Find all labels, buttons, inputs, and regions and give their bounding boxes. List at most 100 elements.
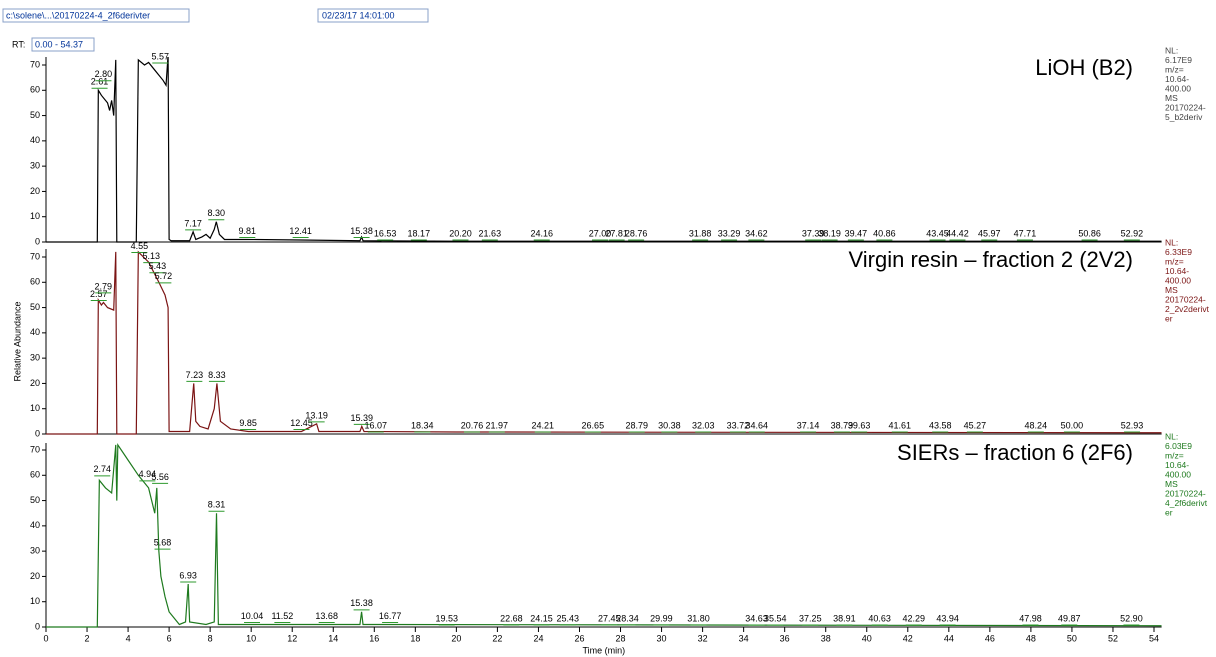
peak-label: 31.88 — [689, 228, 712, 238]
peak-label: 6.93 — [179, 570, 197, 580]
panel-info: 20170224- — [1165, 488, 1206, 498]
peak-label: 29.99 — [650, 613, 673, 623]
panel-info: m/z= — [1165, 256, 1184, 266]
x-tick-label: 42 — [903, 633, 913, 643]
peak-label: 37.25 — [799, 613, 822, 623]
peak-label: 21.63 — [479, 228, 502, 238]
x-tick-label: 22 — [492, 633, 502, 643]
y-tick-label: 10 — [30, 596, 40, 606]
x-tick-label: 16 — [369, 633, 379, 643]
peak-label: 24.21 — [531, 420, 554, 430]
peak-label: 25.43 — [557, 613, 580, 623]
peak-label: 50.86 — [1078, 228, 1101, 238]
y-tick-label: 40 — [30, 135, 40, 145]
y-tick-label: 70 — [30, 59, 40, 69]
peak-label: 12.41 — [289, 226, 312, 236]
peak-label: 19.53 — [435, 613, 458, 623]
peak-label: 50.00 — [1061, 420, 1084, 430]
panel-info: NL: — [1165, 237, 1178, 247]
x-tick-label: 54 — [1149, 633, 1159, 643]
peak-label: 28.79 — [625, 420, 648, 430]
x-tick-label: 8 — [208, 633, 213, 643]
peak-label: 33.29 — [718, 228, 741, 238]
peak-label: 34.63 — [745, 613, 768, 623]
peak-label: 48.24 — [1025, 420, 1048, 430]
y-tick-label: 20 — [30, 378, 40, 388]
peak-label: 30.38 — [658, 420, 681, 430]
panel-info: m/z= — [1165, 450, 1184, 460]
peak-label: 11.52 — [271, 611, 293, 621]
y-tick-label: 10 — [30, 211, 40, 221]
peak-label: 32.03 — [692, 420, 715, 430]
peak-label: 43.94 — [936, 613, 959, 623]
peak-label: 35.54 — [764, 613, 787, 623]
y-axis-label: Relative Abundance — [12, 301, 22, 381]
peak-label: 52.92 — [1121, 228, 1144, 238]
peak-label: 27.45 — [598, 613, 621, 623]
peak-label: 13.68 — [315, 611, 338, 621]
peak-label: 34.64 — [746, 420, 769, 430]
panel-title: Virgin resin – fraction 2 (2V2) — [848, 247, 1133, 272]
x-tick-label: 26 — [574, 633, 584, 643]
peak-label: 44.42 — [946, 228, 969, 238]
x-tick-label: 52 — [1108, 633, 1118, 643]
y-tick-label: 50 — [30, 302, 40, 312]
panel-info: 10.64- — [1165, 74, 1189, 84]
y-tick-label: 70 — [30, 444, 40, 454]
peak-label: 8.33 — [208, 370, 226, 380]
peak-label: 47.98 — [1019, 613, 1042, 623]
peak-label: 2.80 — [95, 69, 113, 79]
x-tick-label: 18 — [410, 633, 420, 643]
peak-label: 52.93 — [1121, 420, 1144, 430]
panel-info: NL: — [1165, 45, 1178, 55]
peak-label: 16.53 — [374, 228, 397, 238]
panel-info: MS — [1165, 93, 1178, 103]
panel-info: 20170224- — [1165, 294, 1206, 304]
x-tick-label: 30 — [657, 633, 667, 643]
y-tick-label: 50 — [30, 110, 40, 120]
file-box — [2, 8, 190, 23]
x-tick-label: 2 — [85, 633, 90, 643]
peak-label: 2.57 — [90, 289, 108, 299]
x-tick-label: 34 — [739, 633, 749, 643]
x-axis-label: Time (min) — [582, 645, 625, 655]
peak-label: 26.65 — [582, 420, 605, 430]
trace — [46, 57, 1162, 243]
date-box — [317, 8, 429, 23]
panel-info: 6.17E9 — [1165, 55, 1192, 65]
peak-label: 8.31 — [208, 500, 226, 510]
panel-info: 10.64- — [1165, 266, 1189, 276]
peak-label: 5.13 — [142, 251, 160, 261]
x-tick-label: 28 — [616, 633, 626, 643]
peak-label: 39.63 — [848, 420, 871, 430]
y-tick-label: 40 — [30, 327, 40, 337]
peak-label: 22.68 — [500, 613, 523, 623]
peak-label: 49.87 — [1058, 613, 1081, 623]
rt-label: RT: — [12, 39, 25, 49]
y-tick-label: 0 — [35, 428, 40, 438]
peak-label: 37.14 — [797, 420, 820, 430]
peak-label: 2.61 — [91, 77, 109, 87]
peak-label: 9.85 — [239, 418, 257, 428]
x-tick-label: 50 — [1067, 633, 1077, 643]
x-tick-label: 10 — [246, 633, 256, 643]
peak-label: 34.62 — [745, 228, 768, 238]
peak-label: 33.72 — [727, 420, 750, 430]
peak-label: 16.77 — [379, 611, 402, 621]
file-path: c:\solene\...\20170224-4_2f6derivter — [6, 10, 150, 20]
peak-label: 38.19 — [818, 228, 841, 238]
peak-label: 5.56 — [151, 472, 169, 482]
peak-label: 39.47 — [845, 228, 868, 238]
peak-label: 27.81 — [605, 228, 628, 238]
peak-label: 8.30 — [208, 208, 226, 218]
trace — [46, 443, 1162, 628]
x-tick-label: 24 — [533, 633, 543, 643]
peak-label: 28.76 — [625, 228, 648, 238]
peak-label: 5.68 — [154, 538, 172, 548]
peak-label: 24.15 — [530, 613, 553, 623]
peak-label: 12.45 — [290, 418, 313, 428]
y-tick-label: 0 — [35, 236, 40, 246]
peak-label: 21.97 — [486, 420, 509, 430]
panel-info: 400.00 — [1165, 83, 1191, 93]
peak-label: 40.63 — [868, 613, 891, 623]
